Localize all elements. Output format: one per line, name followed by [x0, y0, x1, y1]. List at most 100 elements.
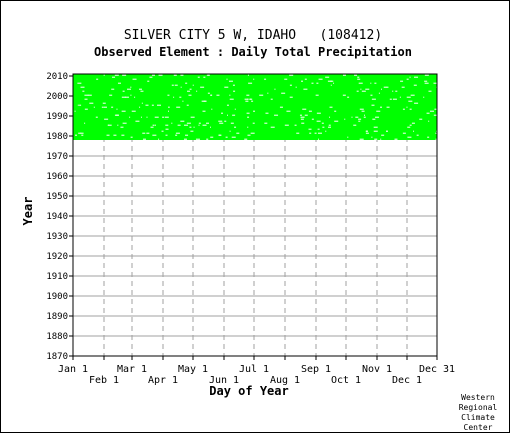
y-tick-label: 1980: [46, 132, 68, 142]
missing-day-gap: [154, 124, 156, 126]
data-year-band: [73, 106, 437, 108]
missing-day-gap: [372, 118, 376, 120]
missing-day-gap: [210, 94, 213, 96]
missing-day-gap: [342, 74, 346, 76]
missing-day-gap: [164, 116, 169, 118]
missing-day-gap: [355, 116, 359, 118]
missing-day-gap: [407, 136, 412, 138]
missing-day-gap: [385, 130, 388, 132]
missing-day-gap: [316, 120, 321, 122]
y-tick-label: 1890: [46, 312, 68, 322]
missing-day-gap: [392, 90, 394, 92]
missing-day-gap: [318, 138, 320, 140]
data-year-band: [73, 126, 437, 128]
data-year-band: [73, 84, 437, 86]
missing-day-gap: [359, 138, 364, 140]
missing-day-gap: [317, 128, 320, 130]
missing-day-gap: [371, 136, 373, 138]
chart-subtitle: Observed Element : Daily Total Precipita…: [94, 45, 412, 59]
x-tick-label: Dec 31: [419, 364, 455, 375]
missing-day-gap: [329, 106, 333, 108]
missing-day-gap: [265, 112, 269, 114]
missing-day-gap: [225, 136, 228, 138]
x-tick-label: Jun 1: [209, 375, 239, 386]
missing-day-gap: [371, 104, 375, 106]
missing-day-gap: [259, 94, 264, 96]
missing-day-gap: [179, 96, 182, 98]
missing-day-gap: [279, 106, 283, 108]
missing-day-gap: [121, 134, 125, 136]
missing-day-gap: [376, 110, 381, 112]
missing-day-gap: [117, 82, 121, 84]
missing-day-gap: [198, 122, 201, 124]
missing-day-gap: [286, 110, 291, 112]
missing-day-gap: [156, 104, 161, 106]
missing-day-gap: [395, 90, 398, 92]
missing-day-gap: [284, 78, 288, 80]
missing-day-gap: [210, 126, 212, 128]
data-year-band: [73, 92, 437, 94]
missing-day-gap: [206, 74, 210, 76]
missing-day-gap: [129, 116, 131, 118]
missing-day-gap: [149, 76, 153, 78]
missing-day-gap: [146, 116, 148, 118]
missing-day-gap: [334, 110, 337, 112]
missing-day-gap: [176, 106, 181, 108]
missing-day-gap: [380, 88, 382, 90]
missing-day-gap: [219, 122, 224, 124]
missing-day-gap: [226, 78, 228, 80]
x-tick-label: Sep 1: [301, 364, 331, 375]
missing-day-gap: [370, 82, 372, 84]
missing-day-gap: [175, 132, 180, 134]
missing-day-gap: [167, 110, 169, 112]
missing-day-gap: [77, 104, 79, 106]
missing-day-gap: [184, 124, 189, 126]
missing-day-gap: [102, 102, 106, 104]
missing-day-gap: [327, 80, 332, 82]
missing-day-gap: [334, 120, 339, 122]
missing-day-gap: [158, 138, 160, 140]
missing-day-gap: [406, 106, 408, 108]
missing-day-gap: [124, 96, 129, 98]
missing-day-gap: [429, 110, 434, 112]
missing-day-gap: [177, 124, 181, 126]
data-year-band: [73, 76, 437, 78]
missing-day-gap: [202, 124, 207, 126]
missing-day-gap: [296, 132, 300, 134]
missing-day-gap: [375, 116, 380, 118]
missing-day-gap: [342, 94, 346, 96]
missing-day-gap: [244, 98, 249, 100]
missing-day-gap: [356, 90, 359, 92]
y-tick-label: 1880: [46, 332, 68, 342]
missing-day-gap: [206, 138, 209, 140]
x-tick-label: Nov 1: [362, 364, 392, 375]
missing-day-gap: [419, 118, 423, 120]
missing-day-gap: [253, 78, 255, 80]
missing-day-gap: [409, 76, 411, 78]
data-year-band: [73, 112, 437, 114]
missing-day-gap: [236, 132, 240, 134]
missing-day-gap: [316, 112, 321, 114]
missing-day-gap: [81, 134, 84, 136]
missing-day-gap: [167, 94, 170, 96]
credit-block: Western Regional Climate Center: [459, 393, 498, 432]
missing-day-gap: [173, 74, 177, 76]
missing-day-gap: [354, 74, 358, 76]
missing-day-gap: [186, 104, 189, 106]
missing-day-gap: [267, 92, 269, 94]
missing-day-gap: [145, 104, 149, 106]
missing-day-gap: [370, 94, 373, 96]
data-year-band: [73, 138, 437, 140]
missing-day-gap: [122, 74, 127, 76]
missing-day-gap: [140, 116, 142, 118]
missing-day-gap: [281, 92, 286, 94]
credit-line-4: Center: [464, 423, 493, 432]
missing-day-gap: [330, 84, 332, 86]
missing-day-gap: [392, 98, 397, 100]
missing-day-gap: [401, 86, 405, 88]
missing-day-gap: [246, 112, 250, 114]
missing-day-gap: [245, 100, 249, 102]
missing-day-gap: [344, 118, 346, 120]
missing-day-gap: [365, 132, 369, 134]
data-year-band: [73, 102, 437, 104]
